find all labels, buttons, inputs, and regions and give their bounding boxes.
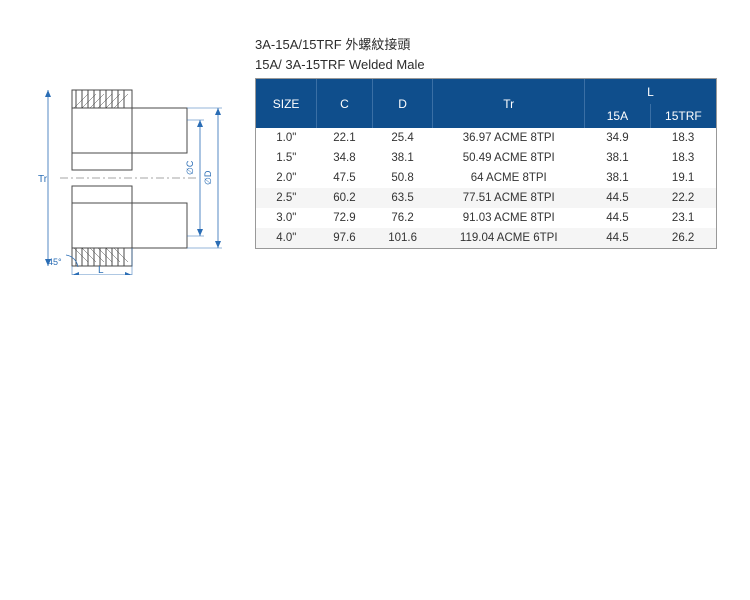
col-tr: Tr — [433, 79, 585, 128]
col-d: D — [372, 79, 433, 128]
table-row: 3.0" 72.9 76.2 91.03 ACME 8TPI 44.5 23.1 — [256, 208, 716, 228]
oc-label: ∅C — [185, 160, 195, 175]
col-l15a: 15A — [585, 104, 651, 128]
title-block: 3A-15A/15TRF 外螺紋接頭 15A/ 3A-15TRF Welded … — [255, 35, 425, 74]
title-cn: 3A-15A/15TRF 外螺紋接頭 — [255, 35, 425, 55]
l-label: L — [98, 265, 104, 275]
table-row: 2.5" 60.2 63.5 77.51 ACME 8TPI 44.5 22.2 — [256, 188, 716, 208]
table-row: 2.0" 47.5 50.8 64 ACME 8TPI 38.1 19.1 — [256, 168, 716, 188]
col-l-group: L — [585, 79, 716, 104]
title-en: 15A/ 3A-15TRF Welded Male — [255, 55, 425, 75]
table-body: 1.0" 22.1 25.4 36.97 ACME 8TPI 34.9 18.3… — [256, 128, 716, 248]
col-size: SIZE — [256, 79, 317, 128]
table-header: SIZE C D Tr L 15A 15TRF — [256, 79, 716, 128]
od-label: ∅D — [203, 170, 213, 185]
spec-table: SIZE C D Tr L 15A 15TRF 1.0" 22.1 25.4 3… — [255, 78, 717, 249]
table-row: 1.5" 34.8 38.1 50.49 ACME 8TPI 38.1 18.3 — [256, 148, 716, 168]
col-c: C — [317, 79, 373, 128]
table-row: 4.0" 97.6 101.6 119.04 ACME 6TPI 44.5 26… — [256, 228, 716, 248]
technical-diagram: 45° Tr ∅C ∅D L — [30, 75, 230, 275]
col-l15trf: 15TRF — [650, 104, 716, 128]
tr-label: Tr — [38, 174, 48, 185]
angle-label: 45° — [48, 257, 62, 267]
table-row: 1.0" 22.1 25.4 36.97 ACME 8TPI 34.9 18.3 — [256, 128, 716, 148]
